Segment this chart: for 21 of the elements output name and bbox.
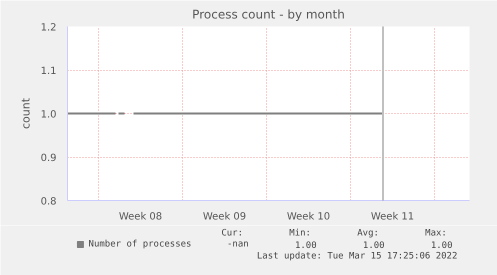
x-tick-label: Week 09 bbox=[202, 212, 246, 222]
legend-label: Number of processes bbox=[88, 240, 192, 250]
y-tick-label: 0.8 bbox=[40, 196, 57, 208]
text: 1.00 bbox=[294, 241, 317, 251]
text: Last update: Tue Mar 15 17:25:06 2022 bbox=[256, 252, 458, 262]
text: 1.00 bbox=[430, 241, 453, 251]
text: Max: bbox=[425, 228, 447, 238]
text: 1.00 bbox=[362, 241, 385, 251]
y-axis-title: count bbox=[20, 97, 33, 130]
text: Avg: bbox=[357, 228, 379, 238]
text: -nan bbox=[227, 240, 249, 250]
y-tick-label: 1.1 bbox=[40, 66, 57, 77]
chart-title: Process count - by month bbox=[192, 8, 345, 22]
text: Cur: bbox=[221, 228, 244, 238]
y-tick-label: 1.0 bbox=[40, 110, 57, 120]
x-tick-label: Week 10 bbox=[286, 212, 330, 222]
text: Min: bbox=[289, 228, 311, 238]
y-tick-label: 0.9 bbox=[40, 153, 57, 164]
y-tick-label: 1.2 bbox=[40, 22, 57, 34]
x-tick-label: Week 11 bbox=[370, 212, 414, 222]
x-tick-label: Week 08 bbox=[118, 212, 162, 222]
